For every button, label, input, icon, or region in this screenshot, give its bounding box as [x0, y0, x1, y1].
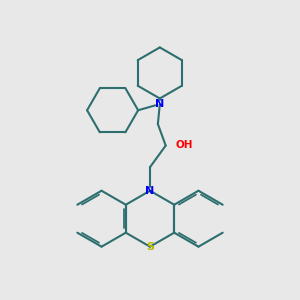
Text: N: N	[146, 186, 154, 196]
Text: OH: OH	[176, 140, 193, 150]
Text: S: S	[146, 242, 154, 252]
Text: N: N	[155, 99, 164, 110]
